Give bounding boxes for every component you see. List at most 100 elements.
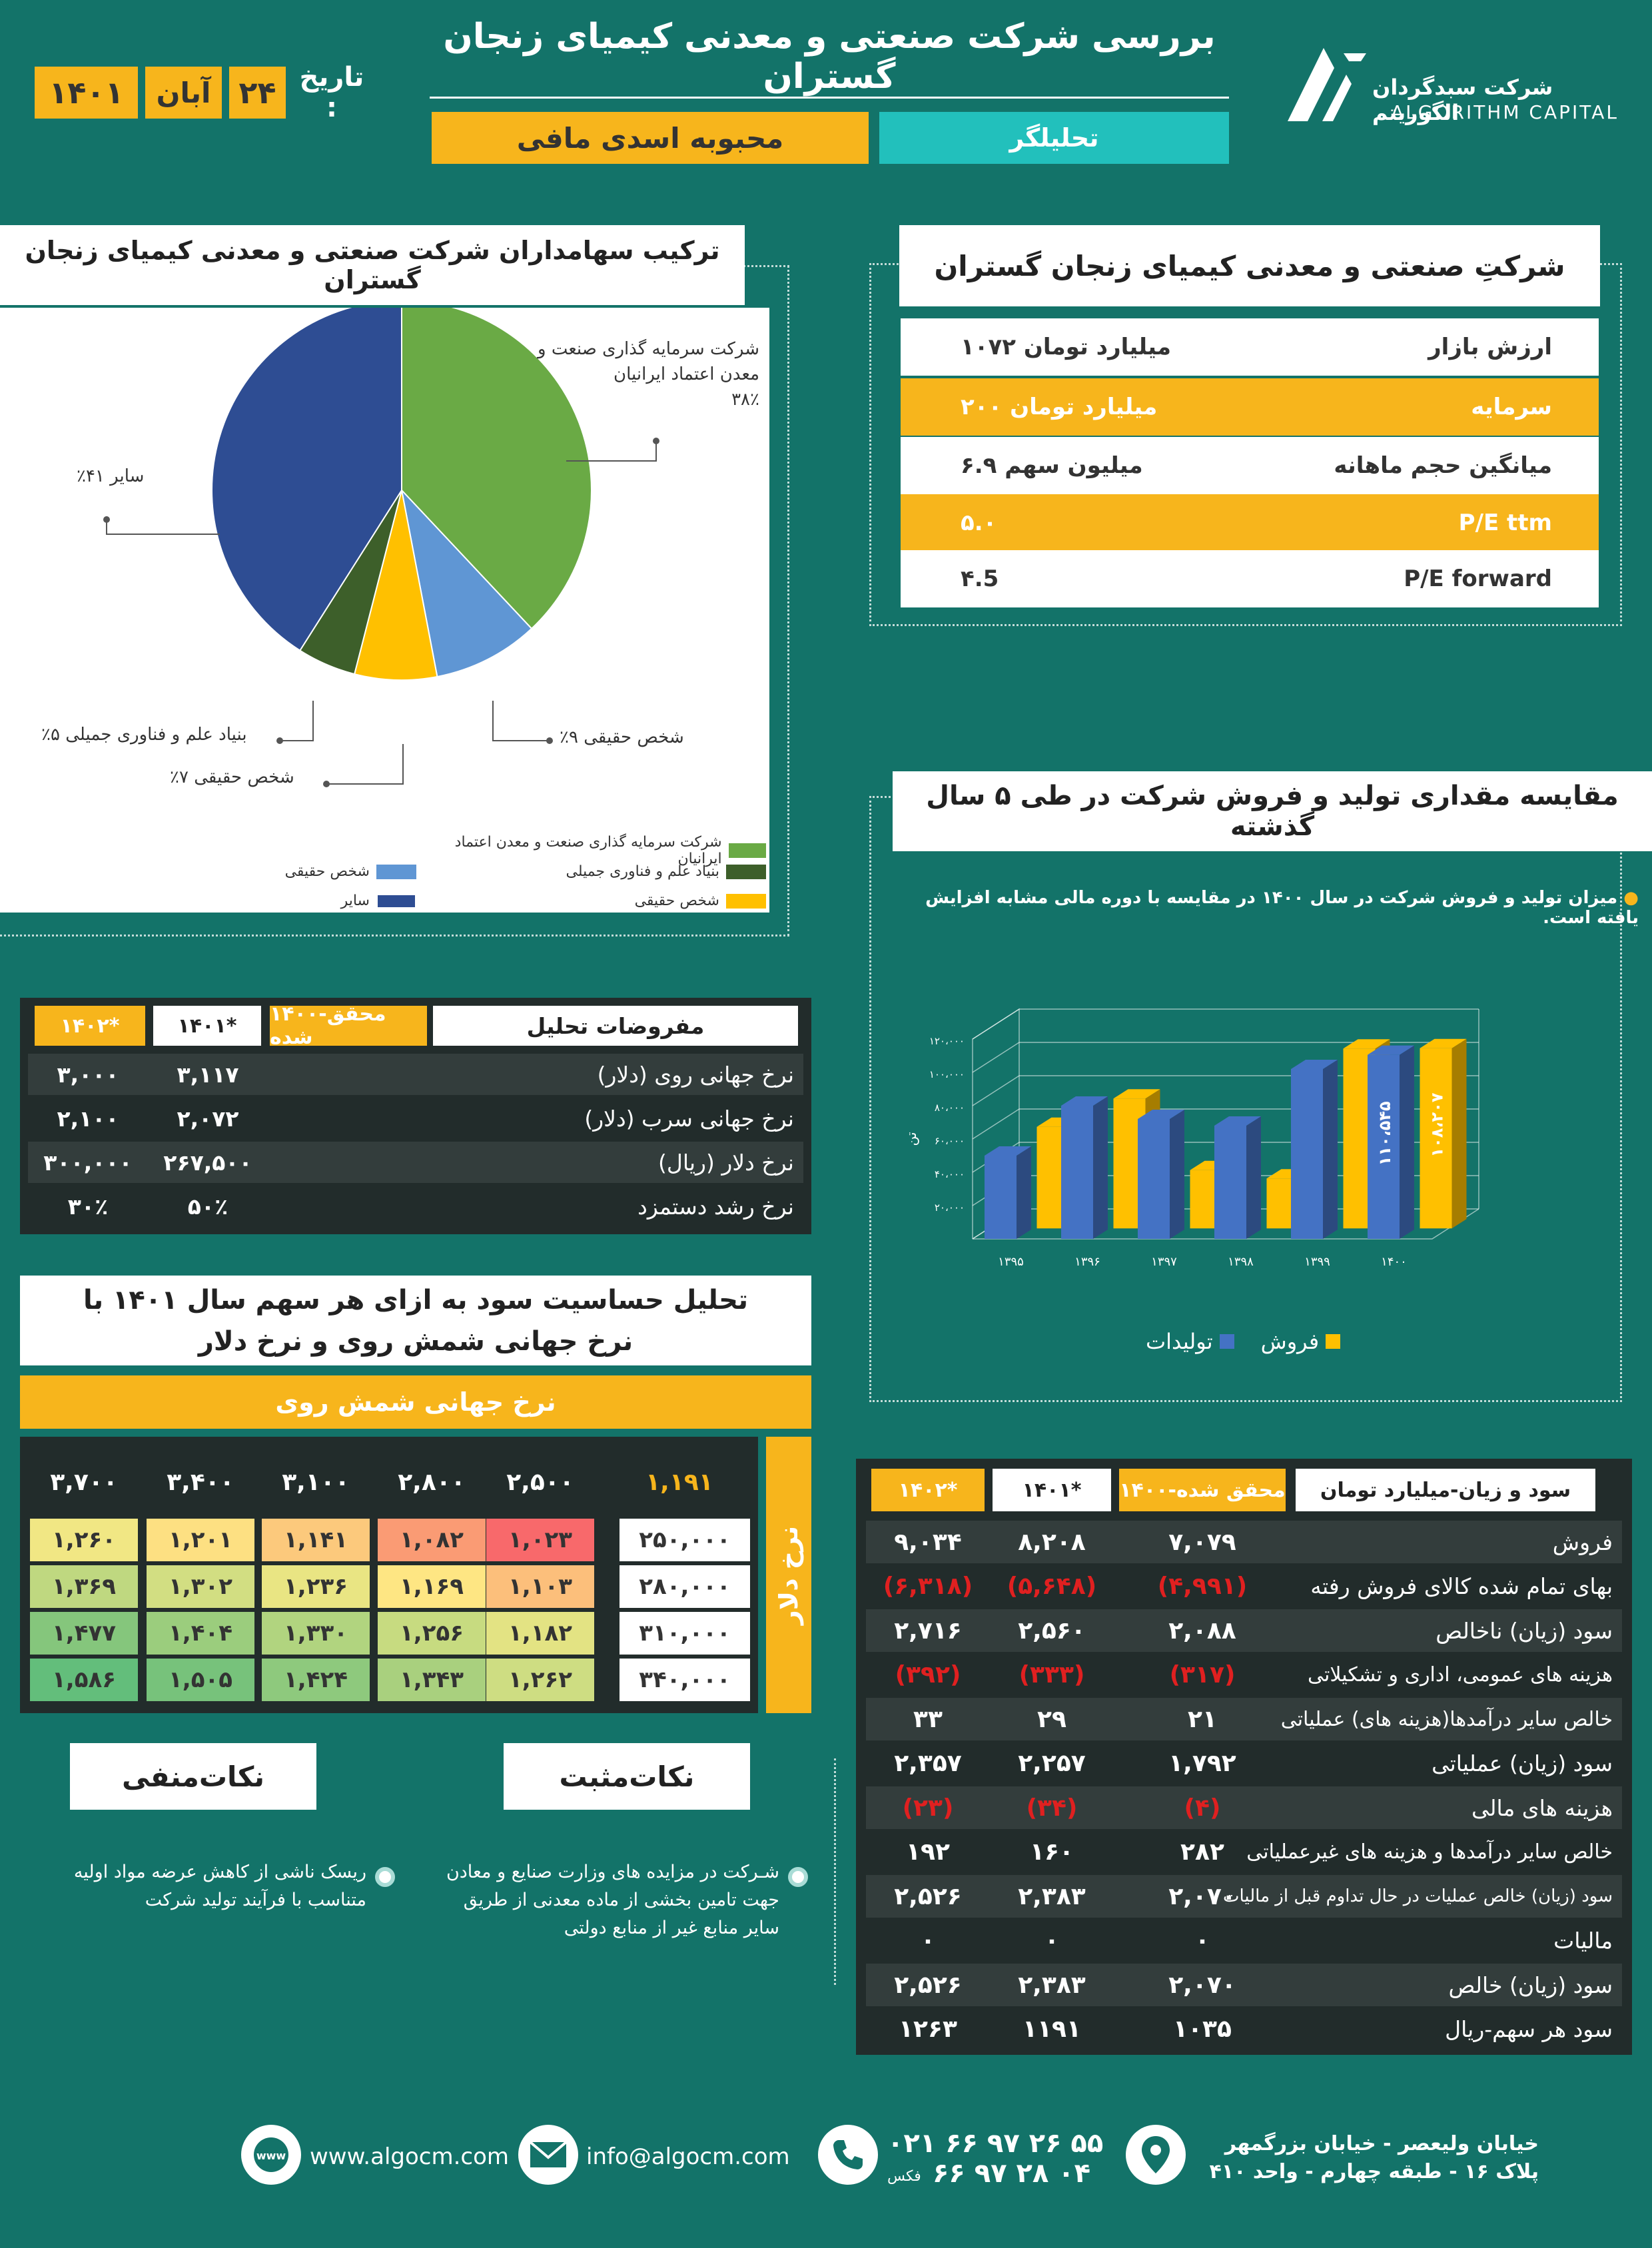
x-tick-label: ۱۳۹۶ — [1074, 1255, 1100, 1269]
address: خیابان ولیعصر - خیابان بزرگمهر پلاک ۱۶ - … — [1209, 2132, 1539, 2183]
sensitivity-cell: ۱,۵۸۶ — [30, 1659, 138, 1701]
svg-text:www: www — [256, 2149, 286, 2162]
row-label: سود (زیان) خالص عملیات در حال تداوم قبل … — [1223, 1886, 1613, 1906]
value-1401: (۳۴) — [1026, 1794, 1078, 1822]
pie-leader-dot — [276, 737, 283, 744]
sensitivity-cell: ۱,۲۶۲ — [486, 1659, 594, 1701]
value-1401: ۱۶۰ — [1030, 1838, 1074, 1866]
date-month: آبان — [145, 67, 222, 119]
value-1402: ۳,۰۰۰ — [57, 1061, 119, 1088]
email-icon — [518, 2125, 578, 2185]
row-label: نرخ جهانی روی (دلار) — [597, 1061, 794, 1088]
bar-production — [1061, 1096, 1108, 1239]
income-row: سود (زیان) خالص ۲,۰۷۰ ۲,۳۸۳ ۲,۵۲۶ — [866, 1964, 1622, 2006]
value-1400: ۱,۷۹۲ — [1168, 1750, 1236, 1777]
value-1401: ۲,۲۵۷ — [1018, 1750, 1086, 1777]
y-tick-label: ۸۰،۰۰۰ — [935, 1102, 965, 1114]
income-row: سود (زیان) ناخالص ۲,۰۸۸ ۲,۵۶۰ ۲,۷۱۶ — [866, 1609, 1622, 1652]
value-1402: ۳۰٪ — [67, 1193, 109, 1220]
income-row: بهای تمام شده کالای فروش رفته (۴,۹۹۱) (۵… — [866, 1565, 1622, 1608]
value-1401: ۲,۰۷۲ — [177, 1105, 239, 1132]
row-label: نرخ دلار (ریال) — [657, 1149, 794, 1176]
income-row: خالص سایر درآمدها(هزینه های) عملیاتی ۲۱ … — [866, 1698, 1622, 1740]
chart-legend: تولیدات فروش — [1146, 1329, 1341, 1354]
value-1402: ۲,۵۲۶ — [894, 1882, 962, 1910]
y-axis-label: تن — [903, 1132, 919, 1146]
data-label: ۱۰۸،۲۰۷ — [1428, 1092, 1447, 1157]
income-header: ۱۴۰۱* — [993, 1469, 1111, 1511]
value-1402: (۳۹۲) — [895, 1661, 961, 1688]
value-1400: ۰ — [1195, 1927, 1210, 1954]
sensitivity-cell: ۱,۰۲۳ — [486, 1519, 594, 1561]
value-1402: ۲,۷۱۶ — [894, 1617, 962, 1645]
value-1402: ۲,۵۲۶ — [894, 1971, 962, 1999]
value-1400: (۳۱۷) — [1169, 1661, 1236, 1688]
phone-number: ۰۲۱ ۶۶ ۹۷ ۲۶ ۵۵ — [887, 2128, 1104, 2159]
value-1401: (۳۳۳) — [1019, 1661, 1085, 1688]
analyst-label: تحلیلگر — [879, 112, 1229, 164]
overview-row: P/E forward ۴.5 — [901, 550, 1599, 607]
pie-slice — [401, 308, 592, 630]
value-1402: ۲,۳۵۷ — [894, 1750, 962, 1777]
value-1400: ۲۱ — [1188, 1705, 1217, 1733]
website-icon: www — [241, 2125, 301, 2185]
row-label: سود (زیان) عملیاتی — [1432, 1750, 1613, 1776]
sensitivity-cell: ۱,۱۶۹ — [378, 1565, 486, 1608]
value-1402: ۱۹۲ — [906, 1838, 950, 1866]
bar-production — [1138, 1110, 1184, 1239]
value-1401: ۸,۲۰۸ — [1018, 1528, 1086, 1556]
bar-production — [1368, 1045, 1414, 1239]
grid-line — [972, 1008, 1479, 1040]
y-tick-label: ۱۲۰،۰۰۰ — [929, 1035, 965, 1047]
row-label: نرخ جهانی سرب (دلار) — [584, 1105, 794, 1132]
email[interactable]: info@algocm.com — [586, 2143, 790, 2170]
row-label: مالیات — [1553, 1928, 1613, 1954]
analyst-name: محبوبه اسدی مافی — [432, 112, 869, 164]
brand-name-en: ALGORITHM CAPITAL — [1391, 101, 1619, 123]
page-title: بررسی شرکت صنعتی و معدنی کیمیای زنجان گس… — [443, 17, 1216, 97]
y-tick-label: ۶۰،۰۰۰ — [935, 1135, 965, 1147]
sensitivity-cell: ۱,۳۳۰ — [262, 1612, 370, 1655]
pie-slice — [353, 490, 438, 681]
value-1401: ۳,۱۱۷ — [177, 1061, 239, 1088]
sensitivity-cell: ۱,۴۰۴ — [147, 1612, 254, 1655]
notes-frame — [0, 1758, 836, 1985]
overview-row: میانگین حجم ماهانه ۶.۹ میلیون سهم — [901, 437, 1599, 494]
value-1402: ۳۳ — [913, 1705, 943, 1733]
pie-leader-line — [492, 701, 550, 741]
zinc-price-header: ۳,۱۰۰ — [282, 1468, 350, 1496]
sensitivity-cell: ۱,۲۵۶ — [378, 1612, 486, 1655]
income-row: خالص سایر درآمدها و هزینه های غیرعملیاتی… — [866, 1831, 1622, 1874]
positive-title: نکات‌مثبت — [504, 1743, 750, 1810]
website[interactable]: www.algocm.com — [310, 2143, 510, 2170]
pie-leader-dot — [323, 781, 330, 787]
sensitivity-cell: ۱,۱۴۱ — [262, 1519, 370, 1561]
assumption-row: نرخ جهانی سرب (دلار) ۲,۰۷۲ ۲,۱۰۰ — [28, 1098, 803, 1139]
date-label: تاریخ : — [299, 62, 364, 123]
overview-row: ارزش بازار ۱۰۷۲ میلیارد تومان — [901, 318, 1599, 376]
pie-leader-line — [326, 744, 404, 785]
sensitivity-cell: ۱,۲۰۱ — [147, 1519, 254, 1561]
value-1402: (۲۳) — [902, 1794, 954, 1822]
y-tick-label: ۱۰۰،۰۰۰ — [929, 1068, 965, 1080]
negative-note: ریسک ناشی از کاهش عرضه مواد اولیه متناسب… — [73, 1862, 366, 1910]
income-row: سود هر سهم-ریال ۱۰۳۵ ۱۱۹۱ ۱۲۶۳ — [866, 2008, 1622, 2051]
row-label: سود هر سهم-ریال — [1445, 2016, 1613, 2042]
value-1400: ۲,۰۸۸ — [1168, 1617, 1236, 1645]
fx-rate-header: ۳۴۰,۰۰۰ — [620, 1659, 750, 1701]
sensitivity-cell: ۱,۲۳۶ — [262, 1565, 370, 1608]
value-1401: ۲,۳۸۳ — [1018, 1971, 1086, 1999]
pie-leader-dot — [546, 737, 553, 744]
fx-label: نرخ دلار — [766, 1437, 811, 1713]
sensitivity-cell: ۱,۰۸۲ — [378, 1519, 486, 1561]
value-1400: ۲,۰۷۰ — [1168, 1971, 1236, 1999]
phone-icon — [818, 2125, 878, 2185]
negative-bullet-icon — [375, 1867, 395, 1887]
date-year: ۱۴۰۱ — [35, 67, 138, 119]
value-1402: (۶,۳۱۸) — [883, 1573, 973, 1600]
value-1402: ۱۲۶۳ — [899, 2016, 957, 2043]
value-1401: ۲,۵۶۰ — [1018, 1617, 1086, 1645]
sensitivity-cell: ۱,۴۲۴ — [262, 1659, 370, 1701]
assumption-row: نرخ جهانی روی (دلار) ۳,۱۱۷ ۳,۰۰۰ — [28, 1054, 803, 1095]
value-1401: ۰ — [1044, 1927, 1059, 1954]
